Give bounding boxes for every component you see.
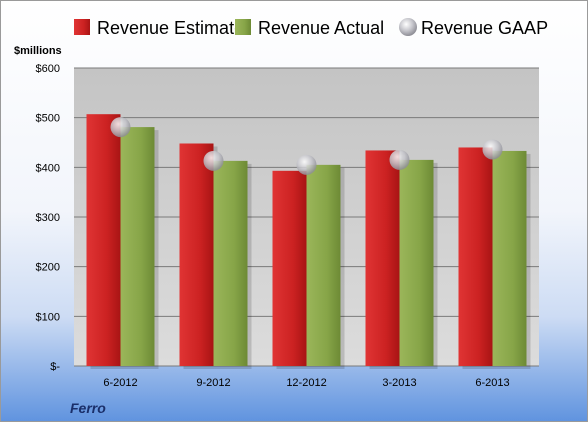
x-tick-labels: 6-2012 9-2012 12-2012 3-2013 6-2013 xyxy=(103,377,509,389)
bars xyxy=(86,114,531,369)
y-tick-label: $400 xyxy=(36,162,60,174)
company-name: Ferro xyxy=(70,400,106,416)
gaap-marker xyxy=(203,150,224,171)
bar-actual xyxy=(492,150,527,366)
legend-swatch-estimate xyxy=(74,19,90,35)
legend-swatch-actual xyxy=(235,19,251,35)
bar-actual xyxy=(399,159,434,366)
bar-estimate xyxy=(458,147,493,366)
x-tick-label: 3-2013 xyxy=(382,377,416,389)
y-axis-label: $millions xyxy=(14,45,62,57)
x-tick-label: 9-2012 xyxy=(196,377,230,389)
bar-actual xyxy=(306,164,341,366)
y-tick-label: $- xyxy=(50,361,60,373)
x-tick-label: 12-2012 xyxy=(286,377,326,389)
legend-label-actual: Revenue Actual xyxy=(258,18,384,38)
bar-actual xyxy=(213,160,248,366)
gaap-marker xyxy=(296,154,317,175)
y-tick-label: $500 xyxy=(36,113,60,125)
legend-label-estimate: Revenue Estimate xyxy=(97,18,244,38)
x-tick-label: 6-2012 xyxy=(103,377,137,389)
gaap-marker xyxy=(482,139,503,160)
bar-actual xyxy=(120,127,155,366)
gaap-marker xyxy=(110,117,131,138)
legend-swatch-gaap xyxy=(399,18,417,36)
gaap-markers xyxy=(110,117,503,175)
x-tick-label: 6-2013 xyxy=(475,377,509,389)
bar-estimate xyxy=(86,114,121,366)
legend: Revenue Estimate Revenue Actual Revenue … xyxy=(74,18,548,38)
y-tick-label: $600 xyxy=(36,63,60,75)
bar-estimate xyxy=(365,150,400,366)
y-tick-label: $300 xyxy=(36,212,60,224)
legend-label-gaap: Revenue GAAP xyxy=(421,18,548,38)
y-tick-label: $200 xyxy=(36,262,60,274)
bar-estimate xyxy=(272,170,307,366)
gaap-marker xyxy=(389,149,410,170)
y-tick-labels: $- $100 $200 $300 $400 $500 $600 xyxy=(36,63,61,373)
bar-estimate xyxy=(179,143,214,366)
y-tick-label: $100 xyxy=(36,311,60,323)
